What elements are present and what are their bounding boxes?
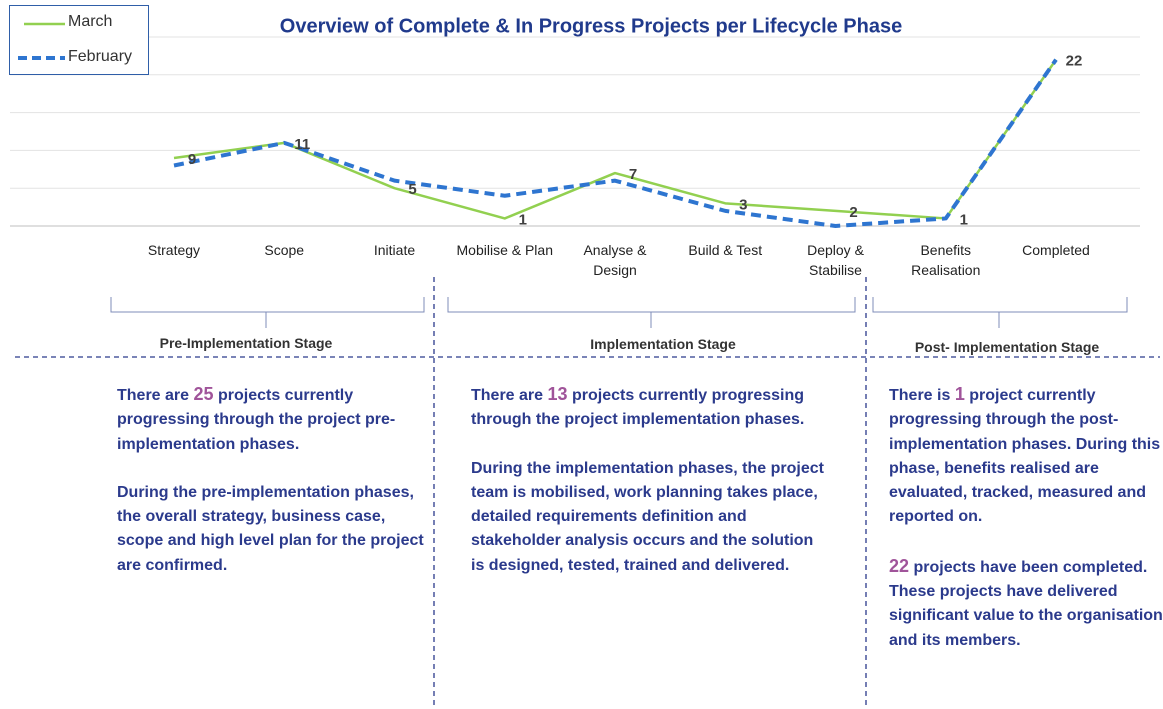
stage-brackets [110, 297, 1128, 328]
stage-title: Post- Implementation Stage [914, 339, 1100, 355]
series-line [173, 58, 1058, 228]
data-label: 9 [188, 151, 196, 168]
highlight-number: 1 [954, 384, 965, 404]
series-line [173, 58, 1058, 220]
paragraph: During the pre-implementation phases, th… [117, 483, 424, 574]
text-run: projects currently progressing through t… [471, 387, 805, 429]
legend-label: March [68, 13, 113, 30]
data-label: 11 [294, 136, 310, 153]
data-label: 2 [849, 204, 857, 221]
x-tick-label: Initiate [373, 242, 416, 258]
stage-text: There are 13 projects currently progress… [471, 382, 826, 602]
legend-swatches [18, 22, 65, 60]
stage-text: There is 1 project currently progressing… [889, 382, 1163, 677]
paragraph: 22 projects have been completed. These p… [889, 554, 1163, 653]
paragraph: There are 25 projects currently progress… [117, 382, 432, 457]
stage-title: Implementation Stage [590, 336, 736, 352]
x-tick-label: Benefits Realisation [911, 242, 981, 278]
stage-title: Pre-Implementation Stage [159, 335, 333, 351]
chart-title: Overview of Complete & In Progress Proje… [280, 15, 902, 37]
stage-text: There are 25 projects currently progress… [117, 382, 432, 602]
data-label: 1 [960, 211, 968, 228]
highlight-number: 13 [547, 384, 568, 404]
text-run: There are [117, 387, 190, 404]
x-tick-label: Scope [264, 242, 305, 258]
data-label: 22 [1066, 53, 1083, 70]
data-label: 5 [408, 181, 416, 198]
data-label: 7 [629, 166, 637, 183]
text-run: projects have been completed. These proj… [889, 558, 1163, 649]
x-tick-label: Mobilise & Plan [456, 242, 554, 258]
x-tick-label: Build & Test [688, 242, 763, 258]
text-run: There is [889, 387, 951, 404]
x-tick-label: Analyse & Design [583, 242, 647, 278]
x-tick-label: Strategy [147, 242, 201, 258]
data-label: 3 [739, 196, 747, 213]
paragraph: There is 1 project currently progressing… [889, 382, 1163, 530]
text-run: There are [471, 387, 544, 404]
text-run: projects currently progressing through t… [117, 387, 396, 453]
highlight-number: 22 [889, 555, 910, 576]
data-label: 1 [519, 211, 527, 228]
x-tick-label: Deploy & Stabilise [807, 242, 864, 278]
legend-label: February [68, 48, 133, 65]
highlight-number: 25 [193, 384, 214, 404]
legend: March February [9, 5, 149, 75]
separators [15, 277, 1160, 709]
paragraph: During the implementation phases, the pr… [471, 459, 824, 574]
x-tick-label: Completed [1022, 242, 1090, 258]
text-run: project currently progressing through th… [889, 387, 1161, 526]
paragraph: There are 13 projects currently progress… [471, 382, 826, 433]
